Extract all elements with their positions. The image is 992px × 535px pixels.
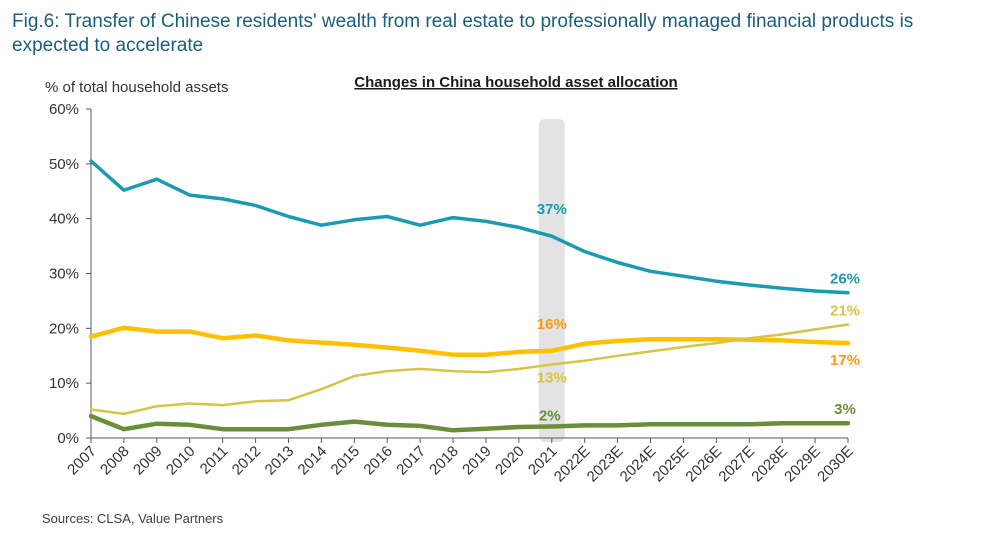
data-labels: 37% 26% 16% 17% 13% 21% 2% 3% (537, 201, 860, 424)
x-tick-label: 2014 (295, 443, 331, 479)
y-tick-label: 60% (49, 101, 79, 118)
x-tick-label: 2015 (328, 443, 364, 479)
x-axis: 2007200820092010201120122013201420152016… (64, 437, 857, 486)
y-tick-label: 0% (57, 430, 79, 447)
y-tick-label: 40% (49, 211, 79, 228)
x-tick-label: 2018 (426, 443, 462, 479)
x-tick-label: 2024E (617, 443, 660, 486)
y-axis: 0% 10% 20% 30% 40% 50% 60% (49, 101, 92, 447)
chart-title: Changes in China household asset allocat… (354, 74, 677, 91)
y-axis-label: % of total household assets (45, 79, 228, 96)
x-tick-label: 2010 (163, 443, 199, 479)
data-label: 13% (537, 370, 567, 387)
data-label: 26% (830, 271, 860, 288)
x-tick-label: 2025E (650, 443, 693, 486)
data-label: 3% (834, 401, 856, 418)
x-tick-label: 2030E (814, 443, 857, 486)
y-tick-label: 50% (49, 156, 79, 173)
x-tick-label: 2007 (64, 443, 100, 479)
x-tick-label: 2019 (459, 443, 495, 479)
data-label: 16% (537, 316, 567, 333)
x-tick-label: 2027E (715, 443, 758, 486)
y-tick-label: 10% (49, 375, 79, 392)
data-label: 17% (830, 352, 860, 369)
x-tick-label: 2022E (551, 443, 594, 486)
x-tick-label: 2011 (197, 443, 232, 478)
x-tick-label: 2028E (748, 443, 791, 486)
sources-note: Sources: CLSA, Value Partners (42, 511, 224, 526)
data-label: 37% (537, 201, 567, 218)
x-tick-label: 2020 (492, 443, 528, 479)
x-tick-label: 2012 (229, 443, 265, 479)
series-line-3 (89, 323, 850, 416)
x-tick-label: 2009 (130, 443, 166, 479)
series-line-1 (89, 159, 850, 295)
series-line-4 (88, 413, 851, 433)
x-tick-label: 2017 (393, 443, 429, 479)
x-tick-label: 2013 (262, 443, 298, 479)
x-tick-label: 2023E (584, 443, 627, 486)
x-tick-label: 2016 (360, 443, 396, 479)
x-tick-label: 2029E (781, 443, 824, 486)
figure-title: Fig.6: Transfer of Chinese residents' we… (12, 11, 914, 56)
y-tick-label: 20% (49, 320, 79, 337)
x-tick-label: 2026E (682, 443, 725, 486)
data-label: 2% (539, 407, 561, 424)
x-tick-label: 2008 (97, 443, 133, 479)
y-tick-label: 30% (49, 266, 79, 283)
data-label: 21% (830, 302, 860, 319)
series-layer (88, 159, 851, 433)
highlight-band-2021 (538, 119, 565, 442)
series-line-2 (88, 325, 851, 357)
